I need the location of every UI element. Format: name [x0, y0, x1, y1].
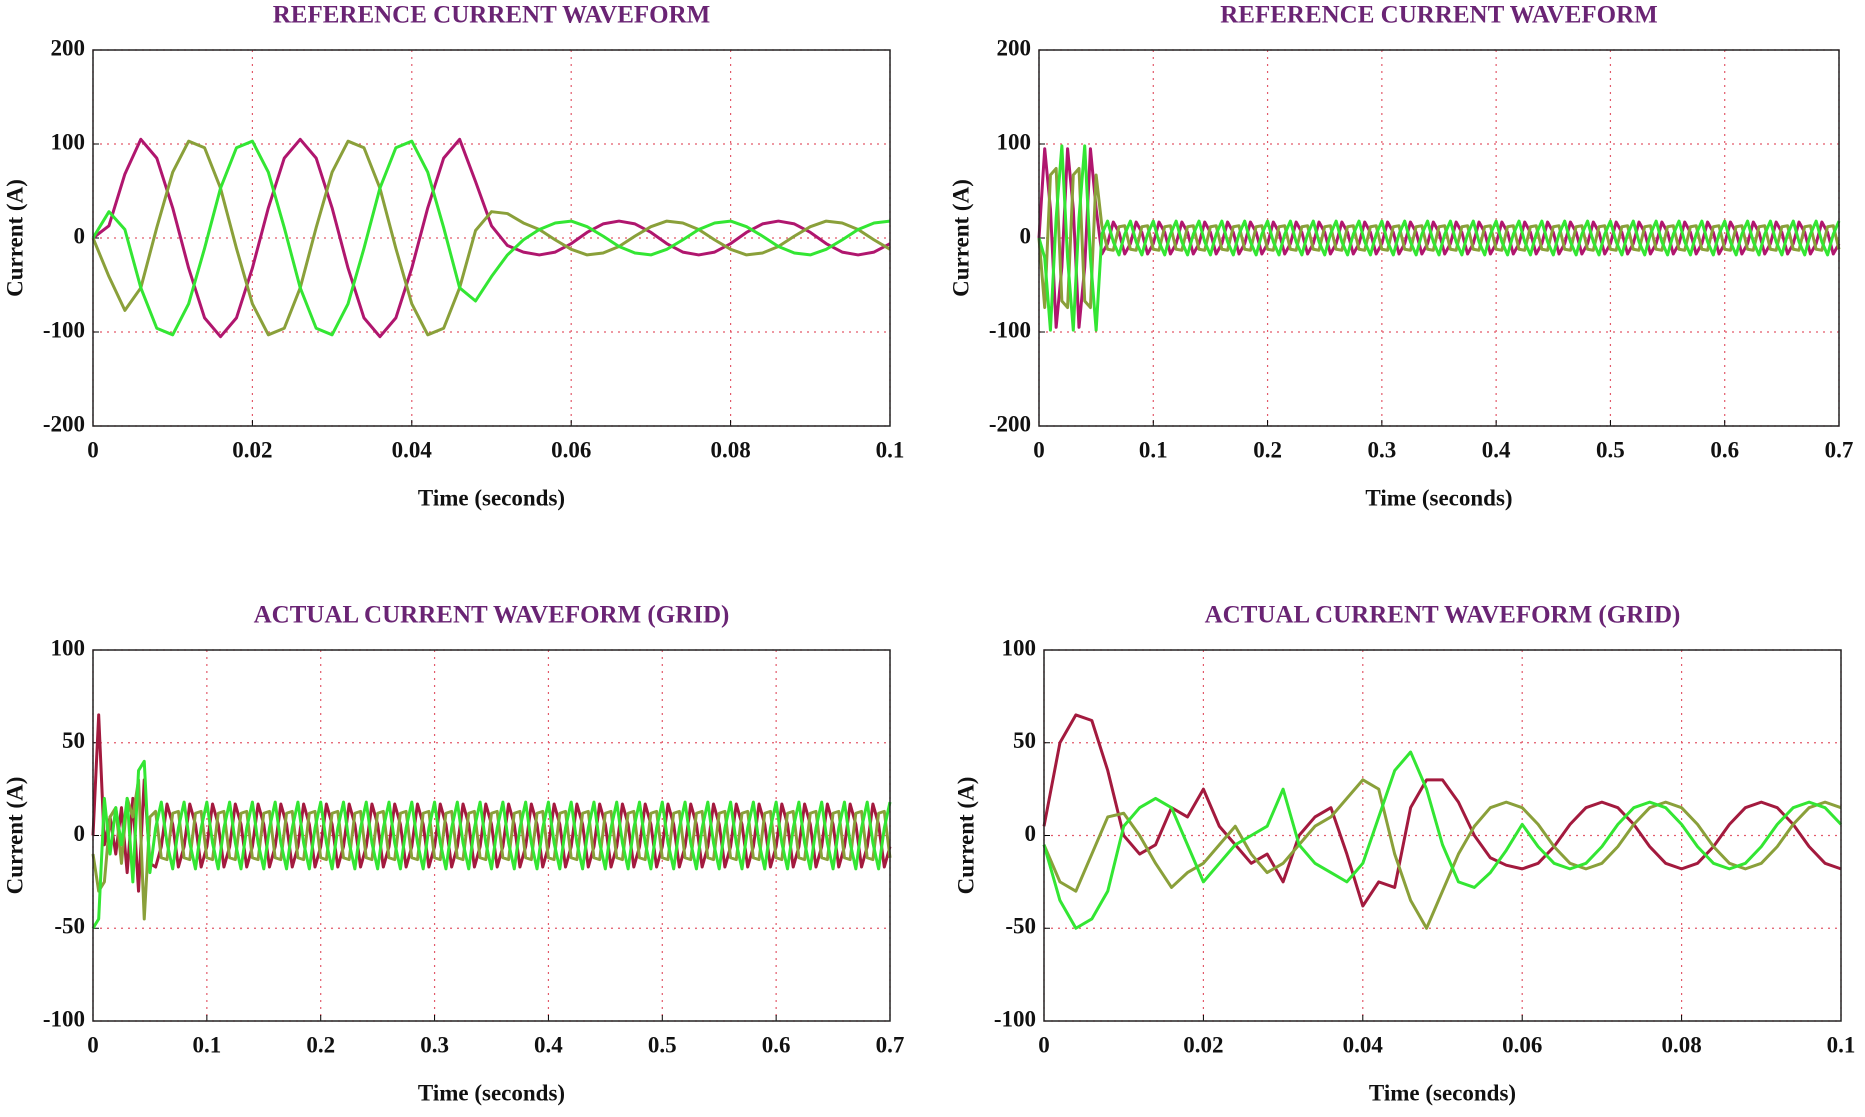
y-tick-label: -100: [989, 317, 1031, 342]
plot-area: [1044, 650, 1841, 1021]
x-tick-label: 0.2: [306, 1032, 335, 1057]
series-line: [1042, 750, 1843, 930]
y-tick-label: 0: [74, 821, 86, 846]
y-tick-label: -50: [54, 914, 85, 939]
y-tick-label: 100: [51, 635, 86, 660]
y-tick-label: 50: [1013, 728, 1036, 753]
y-axis-title: Current (A): [2, 179, 27, 297]
chart-title: REFERENCE CURRENT WAVEFORM: [273, 2, 711, 29]
y-tick-label: -50: [1005, 914, 1036, 939]
x-tick-label: 0.04: [392, 437, 433, 462]
y-axis-title: Current (A): [953, 777, 978, 895]
series-line: [1037, 144, 1841, 332]
series-line: [91, 139, 891, 337]
x-tick-label: 0.5: [648, 1032, 677, 1057]
y-tick-label: -200: [989, 411, 1031, 436]
x-tick-label: 0.1: [192, 1032, 221, 1057]
y-tick-label: -100: [994, 1006, 1036, 1031]
x-tick-label: 0.4: [534, 1032, 563, 1057]
y-tick-label: 0: [1025, 821, 1037, 846]
series-line: [1042, 713, 1842, 908]
x-tick-label: 0.06: [551, 437, 591, 462]
x-tick-label: 0.06: [1502, 1032, 1542, 1057]
y-tick-label: 100: [997, 129, 1032, 154]
subplot: 0 0.1 0.2 0.3 0.4 0.5 0.6 0.7 -100 -50 0 50 100 ACTUA…: [2, 602, 904, 1106]
y-tick-label: 0: [1020, 223, 1032, 248]
y-tick-label: 200: [51, 35, 86, 60]
x-tick-label: 0.7: [876, 1032, 905, 1057]
axes-frame: [92, 49, 891, 427]
series-line: [91, 759, 892, 930]
y-tick-label: 0: [74, 223, 86, 248]
y-tick-label: -100: [43, 317, 85, 342]
x-tick-label: 0.6: [762, 1032, 791, 1057]
axes-frame: [1043, 649, 1842, 1022]
x-tick-label: 0.3: [420, 1032, 449, 1057]
y-tick-label: 100: [1002, 635, 1037, 660]
series-line: [1042, 778, 1842, 930]
subplot: 0 0.1 0.2 0.3 0.4 0.5 0.6 0.7 -200 -100 0 100 200 REF…: [948, 2, 1853, 511]
x-tick-label: 0.6: [1710, 437, 1739, 462]
chart-title: REFERENCE CURRENT WAVEFORM: [1220, 2, 1658, 29]
x-tick-label: 0: [87, 437, 99, 462]
y-tick-label: 100: [51, 129, 86, 154]
x-tick-label: 0.1: [876, 437, 905, 462]
x-tick-label: 0.1: [1139, 437, 1168, 462]
chart-title: ACTUAL CURRENT WAVEFORM (GRID): [1205, 602, 1681, 629]
y-axis-title: Current (A): [948, 179, 973, 297]
series-line: [92, 137, 891, 339]
x-tick-label: 0.2: [1253, 437, 1282, 462]
series-line: [91, 139, 891, 337]
x-tick-label: 0.02: [1183, 1032, 1223, 1057]
x-axis-title: Time (seconds): [1369, 1080, 1516, 1105]
chart-title: ACTUAL CURRENT WAVEFORM (GRID): [254, 602, 730, 629]
x-axis-title: Time (seconds): [418, 1080, 565, 1105]
x-tick-label: 0.1: [1827, 1032, 1856, 1057]
x-tick-label: 0.02: [232, 437, 272, 462]
axes-frame: [92, 649, 891, 1022]
x-tick-label: 0.08: [1661, 1032, 1701, 1057]
y-tick-label: -100: [43, 1006, 85, 1031]
plot-area: [93, 50, 890, 426]
axes-frame: [1038, 49, 1840, 427]
subplot: 0 0.02 0.04 0.06 0.08 0.1 -100 -50 0 50 100 ACTUAL …: [953, 602, 1855, 1106]
x-tick-label: 0.5: [1596, 437, 1625, 462]
y-tick-label: 50: [62, 728, 85, 753]
series-line: [91, 778, 892, 921]
x-axis-title: Time (seconds): [1365, 485, 1512, 510]
y-tick-label: -200: [43, 411, 85, 436]
x-tick-label: 0.7: [1825, 437, 1854, 462]
x-tick-label: 0: [1038, 1032, 1050, 1057]
x-tick-label: 0: [87, 1032, 99, 1057]
x-tick-label: 0.3: [1367, 437, 1396, 462]
x-tick-label: 0: [1033, 437, 1045, 462]
x-tick-label: 0.04: [1343, 1032, 1384, 1057]
y-tick-label: 200: [997, 35, 1032, 60]
x-tick-label: 0.08: [710, 437, 750, 462]
subplot: 0 0.02 0.04 0.06 0.08 0.1 -200 -100 0 100 200 REFER…: [2, 2, 904, 511]
y-axis-title: Current (A): [2, 777, 27, 895]
x-axis-title: Time (seconds): [418, 485, 565, 510]
x-tick-label: 0.4: [1482, 437, 1511, 462]
